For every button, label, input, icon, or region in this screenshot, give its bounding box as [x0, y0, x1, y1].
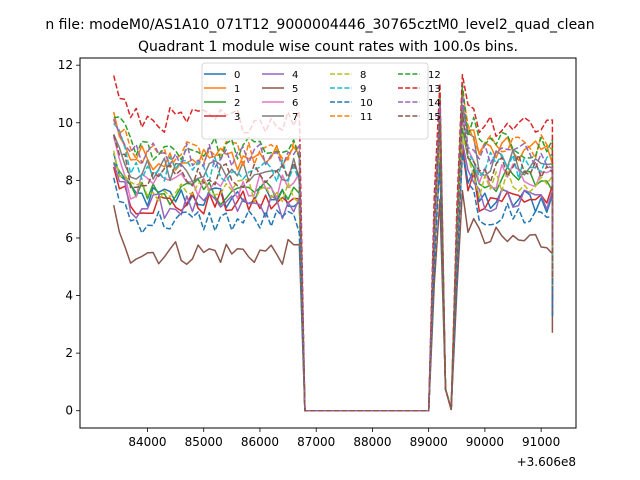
series-line-6: [112, 114, 554, 412]
x-tick-label-90000: 90000: [466, 435, 504, 449]
legend-label-7: 7: [292, 112, 298, 123]
x-tick-label-86000: 86000: [241, 435, 279, 449]
legend-label-5: 5: [292, 84, 298, 95]
x-tick-label-85000: 85000: [185, 435, 223, 449]
x-offset-label: +3.606e8: [517, 455, 576, 469]
series-line-3: [112, 146, 554, 412]
x-tick-label-88000: 88000: [353, 435, 391, 449]
series-line-10: [112, 152, 554, 412]
chart-suptitle: n file: modeM0/AS1A10_071T12_9000004446_…: [45, 17, 594, 33]
legend-label-12: 12: [428, 70, 441, 81]
chart-title: Quadrant 1 module wise count rates with …: [138, 39, 518, 55]
y-tick-label-8: 8: [65, 173, 73, 187]
y-tick-label-12: 12: [58, 58, 73, 72]
y-tick-label-4: 4: [65, 289, 73, 303]
x-tick-label-89000: 89000: [410, 435, 448, 449]
series-line-15: [112, 112, 554, 412]
legend-box: [201, 62, 429, 140]
series-line-7: [113, 107, 554, 412]
legend-label-0: 0: [234, 70, 240, 81]
x-tick-label-84000: 84000: [128, 435, 166, 449]
legend-label-13: 13: [428, 84, 441, 95]
legend-label-11: 11: [360, 112, 373, 123]
y-tick-label-10: 10: [58, 116, 73, 130]
legend-label-15: 15: [428, 112, 441, 123]
legend-label-14: 14: [428, 98, 441, 109]
legend-label-3: 3: [234, 112, 240, 123]
legend-label-4: 4: [292, 70, 298, 81]
y-tick-label-6: 6: [65, 231, 73, 245]
axes-frame: [79, 57, 577, 429]
legend-label-6: 6: [292, 98, 298, 109]
legend-label-1: 1: [234, 84, 240, 95]
series-line-12: [113, 83, 554, 412]
series-line-4: [112, 141, 554, 412]
y-tick-label-2: 2: [65, 346, 73, 360]
series-line-8: [112, 133, 554, 412]
series-line-11: [113, 89, 554, 412]
series-line-5: [112, 189, 554, 412]
x-axis: 84000 85000 86000 87000 88000 89000 90000 91000: [128, 428, 560, 449]
x-tick-label-87000: 87000: [297, 435, 335, 449]
legend-label-8: 8: [360, 70, 366, 81]
legend-label-2: 2: [234, 98, 240, 109]
y-tick-label-0: 0: [65, 404, 73, 418]
series-line-9: [113, 112, 554, 412]
series-line-2: [113, 128, 554, 412]
legend-label-10: 10: [360, 98, 373, 109]
legend-label-9: 9: [360, 84, 366, 95]
y-axis: 0 2 4 6 8 10 12: [58, 58, 80, 418]
x-tick-label-91000: 91000: [522, 435, 560, 449]
